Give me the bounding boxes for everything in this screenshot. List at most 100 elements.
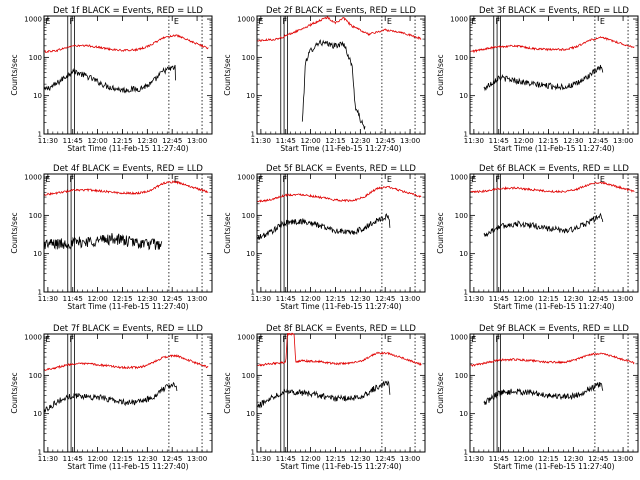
x-tick-label: 11:45 [489, 295, 509, 303]
x-tick-label: 12:45 [588, 295, 608, 303]
x-tick-label: 12:15 [112, 455, 132, 463]
x-tick-label: 12:45 [375, 455, 395, 463]
y-tick-label: 1 [38, 289, 42, 297]
series-events-line [257, 213, 391, 241]
y-tick-label: 100 [242, 212, 255, 220]
flag-label: F [282, 17, 287, 26]
panel-det-7: Det 7f BLACK = Events, RED = LLD 1 10 100 10… [10, 324, 213, 471]
plot-frame [469, 333, 639, 453]
x-tick-label: 12:15 [538, 137, 558, 145]
x-tick-label: 12:15 [325, 137, 345, 145]
x-tick-label: 12:30 [563, 295, 583, 303]
x-tick-label: 12:45 [162, 295, 182, 303]
panel-title: Det 5f BLACK = Events, RED = LLD [266, 164, 416, 174]
y-tick-label: 100 [242, 54, 255, 62]
panel-det-3: Det 3f BLACK = Events, RED = LLD 1 10 100 10… [436, 6, 639, 153]
y-tick-label: 1000 [237, 334, 255, 342]
x-tick-label: 12:15 [538, 295, 558, 303]
x-tick-label: 12:45 [588, 137, 608, 145]
series-lld-line [470, 181, 635, 194]
x-tick-label: 12:30 [350, 295, 370, 303]
y-tick-label: 1 [251, 449, 255, 457]
y-tick-label: 1000 [450, 174, 468, 182]
panel-title: Det 8f BLACK = Events, RED = LLD [266, 324, 416, 334]
x-tick-label: 13:00 [400, 295, 420, 303]
x-tick-label: 11:30 [464, 455, 484, 463]
x-axis-label: Start Time (11-Feb-15 11:27:40) [280, 302, 401, 311]
y-tick-label: 100 [455, 372, 468, 380]
y-axis-label: Counts/sec [223, 212, 232, 253]
flag-label: E [45, 17, 50, 26]
x-tick-label: 11:30 [464, 295, 484, 303]
x-tick-label: 13:00 [613, 137, 633, 145]
x-tick-label: 12:45 [588, 455, 608, 463]
x-tick-label: 11:30 [38, 295, 58, 303]
y-tick-label: 1000 [24, 334, 42, 342]
x-tick-label: 11:45 [63, 295, 83, 303]
flag-label: E [471, 175, 476, 184]
y-axis-label: Counts/sec [436, 372, 445, 413]
plot-frame [43, 15, 213, 135]
flag-label: E [258, 17, 263, 26]
flag-label: E [387, 335, 392, 344]
x-tick-label: 11:45 [489, 455, 509, 463]
x-tick-label: 12:45 [375, 295, 395, 303]
plot-frame [469, 173, 639, 293]
x-tick-label: 12:00 [514, 137, 534, 145]
series-events-line [483, 382, 604, 405]
series-lld-line [470, 36, 635, 54]
x-tick-label: 13:00 [613, 295, 633, 303]
y-tick-label: 1 [251, 131, 255, 139]
panel-det-2: Det 2f BLACK = Events, RED = LLD 1 10 100 10… [223, 6, 426, 153]
y-tick-label: 100 [29, 212, 42, 220]
series-lld-line [257, 185, 422, 203]
x-axis-label: Start Time (11-Feb-15 11:27:40) [493, 302, 614, 311]
panel-title: Det 3f BLACK = Events, RED = LLD [479, 6, 629, 16]
y-tick-label: 100 [29, 54, 42, 62]
x-tick-label: 13:00 [400, 455, 420, 463]
plot-frame [256, 333, 426, 453]
x-tick-label: 11:45 [63, 455, 83, 463]
x-axis-label: Start Time (11-Feb-15 11:27:40) [67, 302, 188, 311]
x-tick-label: 11:30 [38, 137, 58, 145]
x-tick-label: 11:45 [63, 137, 83, 145]
flag-label: F [69, 175, 74, 184]
x-tick-label: 11:30 [38, 455, 58, 463]
plot-frame [256, 15, 426, 135]
x-tick-label: 13:00 [400, 137, 420, 145]
panel-det-5: Det 5f BLACK = Events, RED = LLD 1 10 100 10… [223, 164, 426, 311]
series-events-line [301, 39, 366, 130]
x-tick-label: 12:30 [563, 137, 583, 145]
y-tick-label: 10 [246, 250, 255, 258]
x-tick-label: 13:00 [187, 137, 207, 145]
flag-label: F [282, 175, 287, 184]
y-tick-label: 10 [459, 250, 468, 258]
x-tick-label: 12:00 [88, 137, 108, 145]
y-tick-label: 10 [246, 410, 255, 418]
y-axis-label: Counts/sec [223, 372, 232, 413]
flag-label: E [387, 175, 392, 184]
y-tick-label: 1 [251, 289, 255, 297]
y-tick-label: 1 [38, 131, 42, 139]
y-tick-label: 10 [459, 92, 468, 100]
x-tick-label: 13:00 [187, 295, 207, 303]
flag-label: F [282, 335, 287, 344]
plot-frame [256, 173, 426, 293]
y-tick-label: 1000 [24, 16, 42, 24]
x-tick-label: 12:00 [301, 137, 321, 145]
series-events-line [257, 380, 391, 409]
panel-title: Det 6f BLACK = Events, RED = LLD [479, 164, 629, 174]
series-events-line [44, 64, 176, 94]
x-tick-label: 12:00 [514, 455, 534, 463]
y-axis-label: Counts/sec [436, 54, 445, 95]
y-tick-label: 1 [464, 449, 468, 457]
x-tick-label: 12:15 [112, 137, 132, 145]
x-axis-label: Start Time (11-Feb-15 11:27:40) [493, 462, 614, 471]
panel-det-6: Det 6f BLACK = Events, RED = LLD 1 10 100 10… [436, 164, 639, 311]
x-tick-label: 12:15 [538, 455, 558, 463]
x-tick-label: 12:00 [301, 295, 321, 303]
y-axis-label: Counts/sec [223, 54, 232, 95]
series-lld-line [44, 34, 209, 54]
x-tick-label: 12:15 [112, 295, 132, 303]
flag-label: E [174, 335, 179, 344]
